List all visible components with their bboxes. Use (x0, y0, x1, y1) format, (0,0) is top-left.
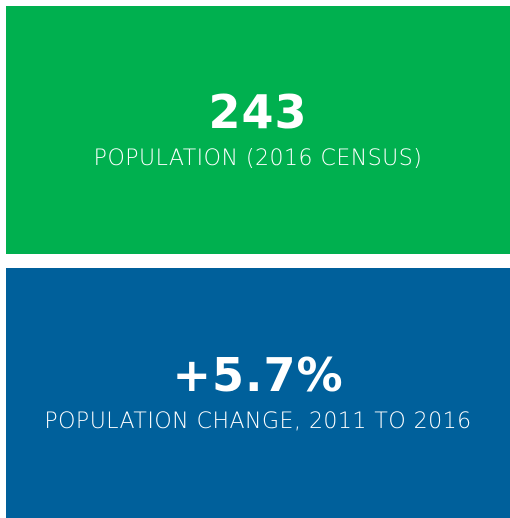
stat-value: +5.7% (172, 347, 344, 402)
stat-value: 243 (208, 84, 308, 139)
stat-label: POPULATION CHANGE, 2011 TO 2016 (44, 408, 472, 434)
stat-card: 243 POPULATION (2016 CENSUS) (6, 6, 510, 254)
stat-card: +5.7% POPULATION CHANGE, 2011 TO 2016 (6, 268, 510, 518)
stat-label: POPULATION (2016 CENSUS) (93, 145, 423, 171)
